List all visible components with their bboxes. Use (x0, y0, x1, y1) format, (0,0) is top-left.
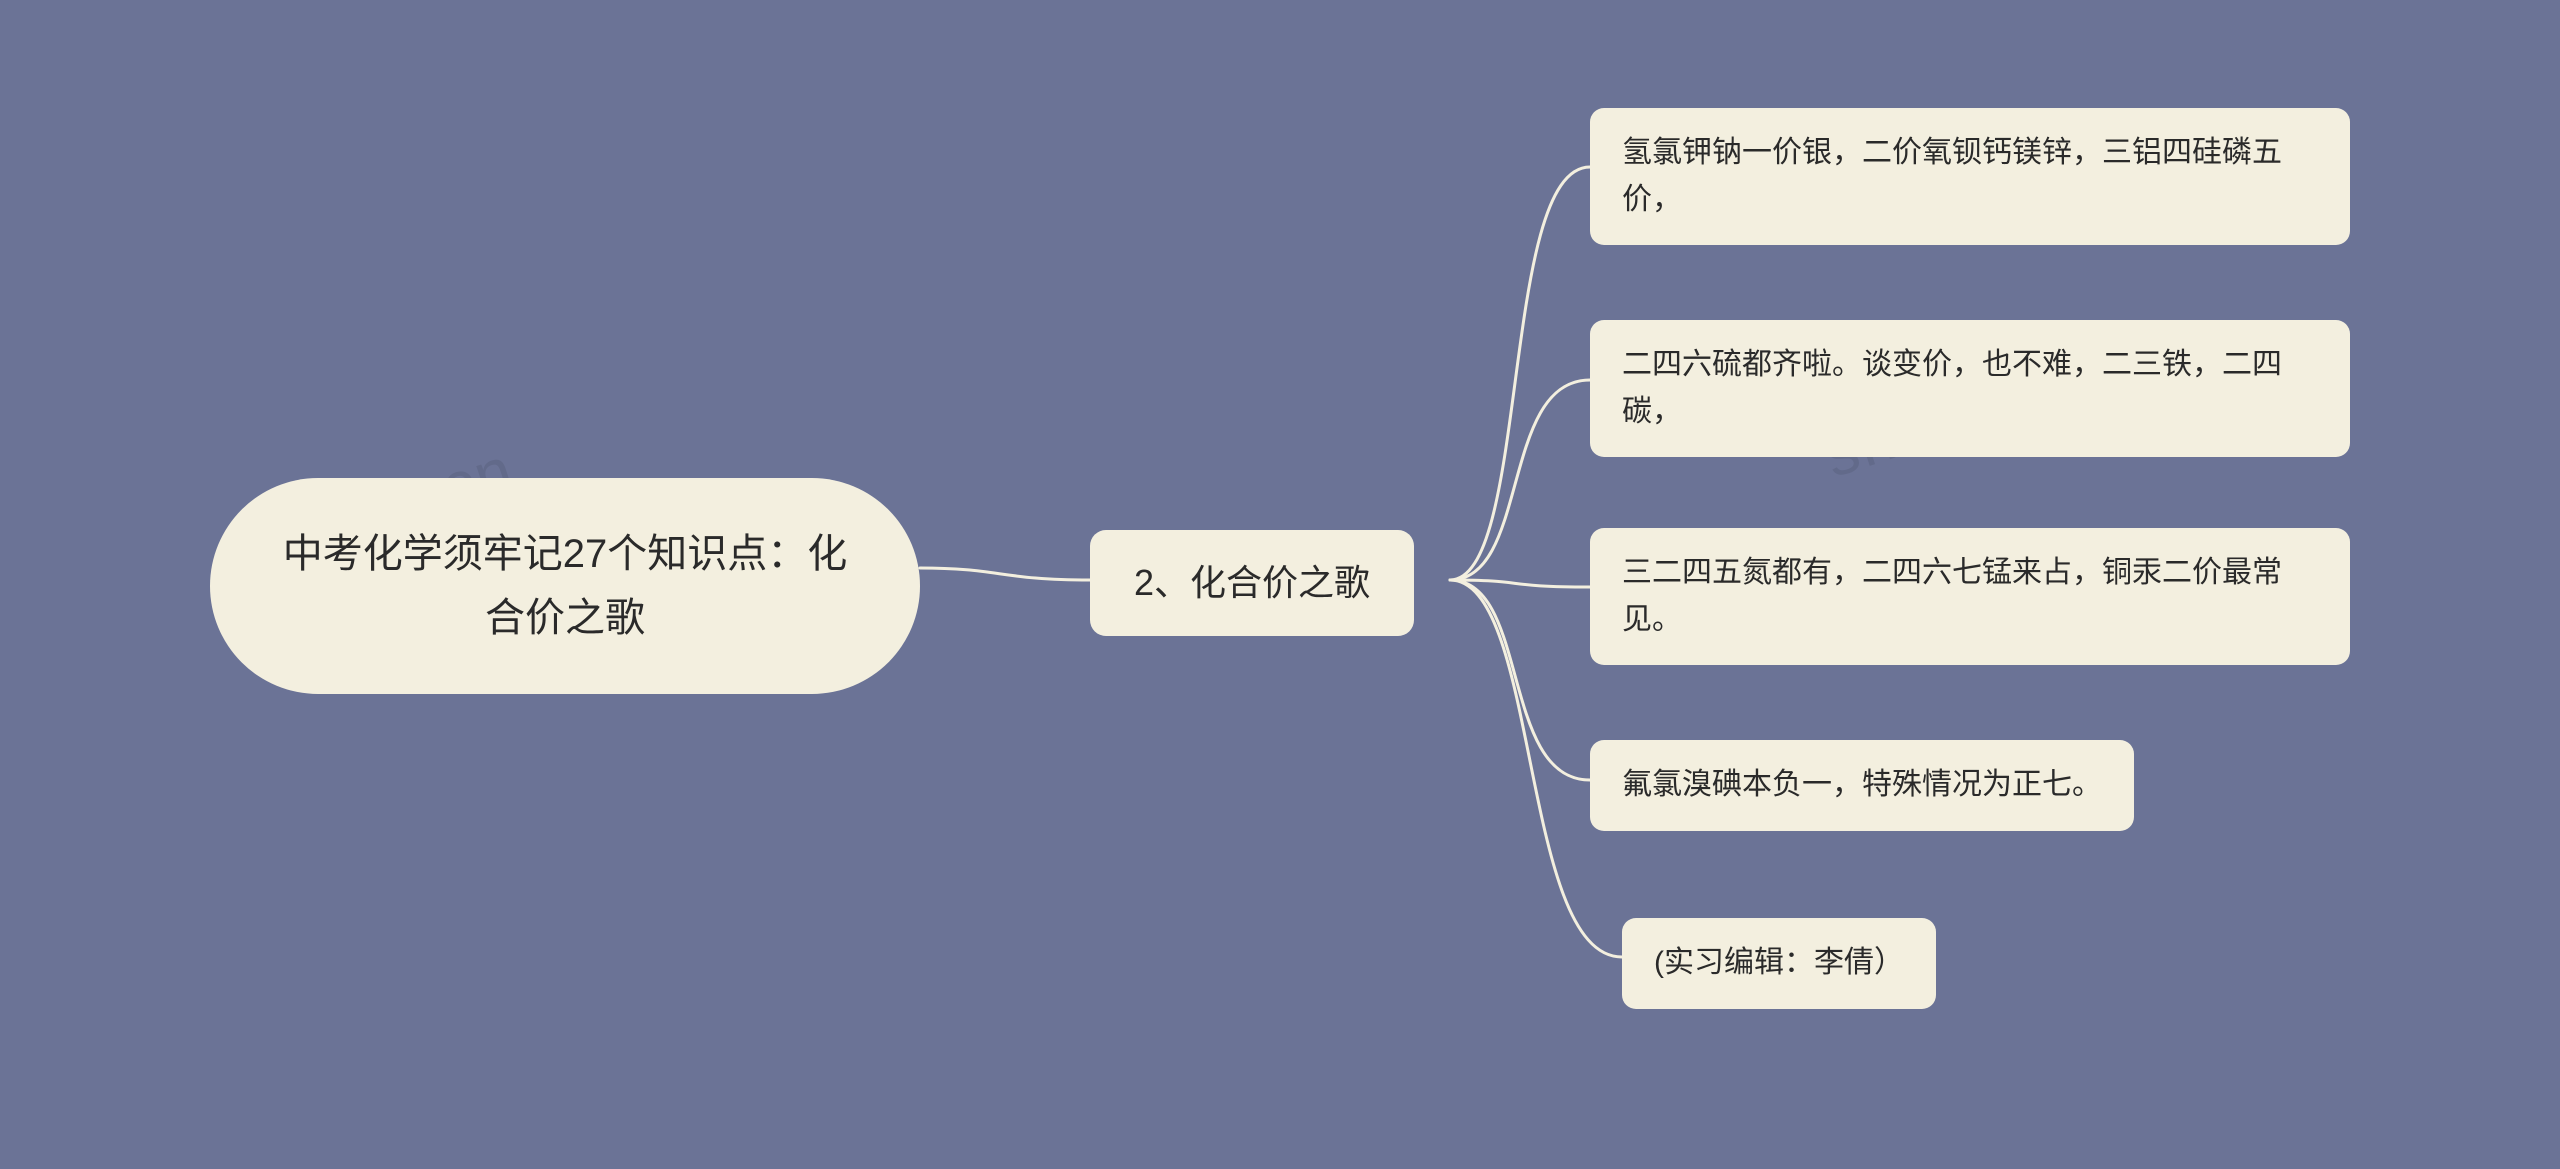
branch-node[interactable]: 2、化合价之歌 (1090, 530, 1414, 636)
leaf-node-2[interactable]: 三二四五氮都有，二四六七锰来占，铜汞二价最常见。 (1590, 528, 2350, 665)
mindmap-canvas: shutu.cn 树图 shutu.cn 树图 中考化学须牢记27个知识点：化合… (0, 0, 2560, 1169)
leaf-node-1[interactable]: 二四六硫都齐啦。谈变价，也不难，二三铁，二四碳， (1590, 320, 2350, 457)
leaf-node-4[interactable]: (实习编辑：李倩） (1622, 918, 1936, 1009)
leaf-node-3[interactable]: 氟氯溴碘本负一，特殊情况为正七。 (1590, 740, 2134, 831)
leaf-node-0[interactable]: 氢氯钾钠一价银，二价氧钡钙镁锌，三铝四硅磷五价， (1590, 108, 2350, 245)
root-node[interactable]: 中考化学须牢记27个知识点：化合价之歌 (210, 478, 920, 694)
